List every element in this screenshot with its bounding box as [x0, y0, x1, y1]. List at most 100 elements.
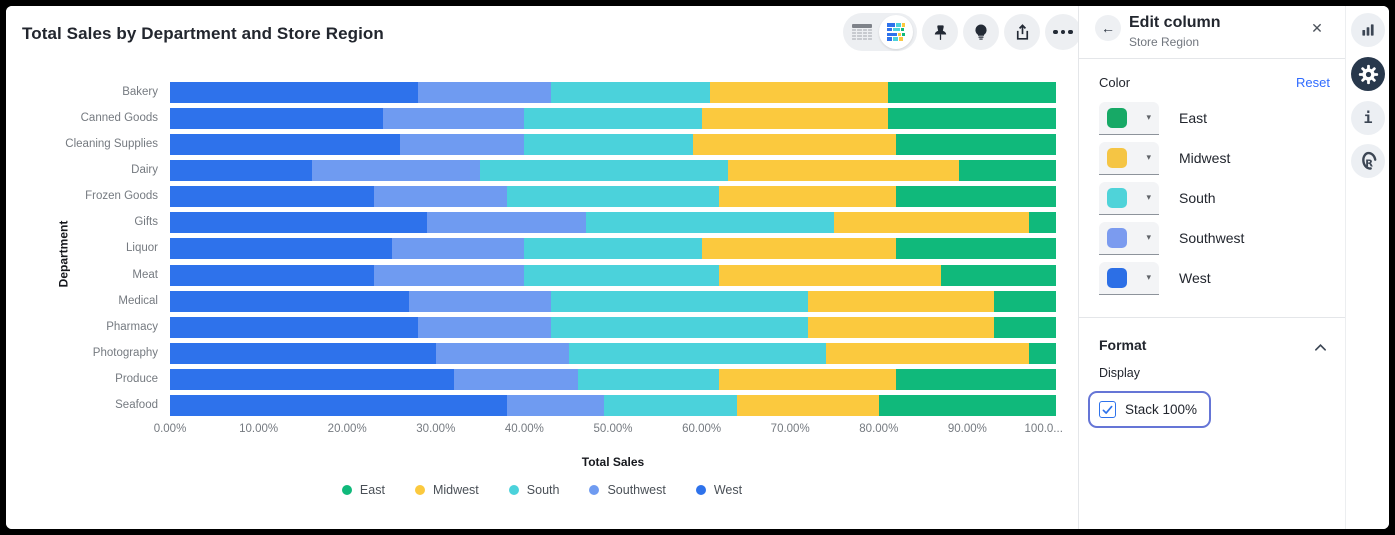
legend-item-east[interactable]: East	[341, 483, 385, 497]
bar-segment-midwest[interactable]	[719, 186, 897, 208]
settings-rail-button[interactable]	[1351, 57, 1385, 91]
bar-segment-south[interactable]	[586, 212, 835, 234]
bar-segment-southwest[interactable]	[426, 212, 587, 234]
color-swatch-dropdown-west[interactable]: ▾	[1099, 261, 1159, 295]
bar-segment-south[interactable]	[550, 316, 808, 338]
table-view-toggle[interactable]	[845, 15, 879, 49]
bar-segment-south[interactable]	[550, 290, 808, 312]
bar-segment-west[interactable]	[170, 342, 436, 364]
share-button[interactable]	[1004, 14, 1040, 50]
bar-segment-west[interactable]	[170, 134, 401, 156]
back-button[interactable]: ←	[1095, 15, 1121, 41]
r-rail-button[interactable]: R	[1351, 144, 1385, 178]
display-label: Display	[1099, 366, 1140, 380]
info-rail-button[interactable]: i	[1351, 101, 1385, 135]
chevron-down-icon: ▾	[1146, 192, 1151, 202]
bar-segment-southwest[interactable]	[373, 186, 507, 208]
arrow-left-icon: ←	[1101, 20, 1115, 36]
bar-segment-southwest[interactable]	[418, 82, 551, 103]
bar-segment-midwest[interactable]	[719, 264, 941, 286]
bar-segment-east[interactable]	[958, 160, 1056, 182]
bar-segment-southwest[interactable]	[391, 238, 525, 260]
reset-colors-link[interactable]: Reset	[1296, 75, 1330, 90]
bar-segment-east[interactable]	[878, 394, 1056, 416]
y-axis-label: Gifts	[134, 216, 158, 229]
bar-segment-southwest[interactable]	[409, 290, 551, 312]
legend-item-west[interactable]: West	[695, 483, 742, 497]
bar-segment-east[interactable]	[896, 368, 1056, 390]
bar-segment-east[interactable]	[993, 290, 1056, 312]
bar-segment-southwest[interactable]	[373, 264, 525, 286]
bar-segment-south[interactable]	[577, 368, 720, 390]
bar-segment-south[interactable]	[524, 108, 702, 130]
color-swatch-dropdown-midwest[interactable]: ▾	[1099, 141, 1159, 175]
bar-segment-south[interactable]	[568, 342, 826, 364]
bar-segment-midwest[interactable]	[825, 342, 1030, 364]
bar-segment-east[interactable]	[1029, 342, 1056, 364]
bar-segment-west[interactable]	[170, 186, 374, 208]
legend-item-southwest[interactable]: Southwest	[589, 483, 666, 497]
bar-segment-midwest[interactable]	[728, 160, 959, 182]
info-icon: i	[1363, 109, 1373, 127]
bar-segment-south[interactable]	[524, 264, 720, 286]
bar-segment-southwest[interactable]	[506, 394, 605, 416]
bar-segment-west[interactable]	[170, 238, 392, 260]
color-row-south: ▾ South	[1099, 178, 1326, 218]
bar-segment-east[interactable]	[940, 264, 1056, 286]
bar-segment-west[interactable]	[170, 82, 419, 103]
bar-segment-midwest[interactable]	[737, 394, 879, 416]
bar-segment-midwest[interactable]	[807, 290, 994, 312]
bar-row-produce	[170, 368, 1056, 390]
bar-segment-west[interactable]	[170, 394, 507, 416]
bar-segment-midwest[interactable]	[834, 212, 1030, 234]
color-swatch-dropdown-south[interactable]: ▾	[1099, 181, 1159, 215]
bar-segment-east[interactable]	[896, 134, 1056, 156]
bar-segment-southwest[interactable]	[382, 108, 525, 130]
bar-segment-west[interactable]	[170, 316, 419, 338]
bar-segment-south[interactable]	[506, 186, 720, 208]
bar-segment-south[interactable]	[524, 134, 693, 156]
lightbulb-button[interactable]	[963, 14, 999, 50]
legend-dot	[589, 485, 600, 495]
bar-segment-south[interactable]	[524, 238, 702, 260]
bar-segment-east[interactable]	[1029, 212, 1056, 234]
bar-segment-west[interactable]	[170, 108, 383, 130]
bar-segment-east[interactable]	[887, 108, 1056, 130]
bar-segment-south[interactable]	[550, 82, 711, 103]
color-swatch-dropdown-east[interactable]: ▾	[1099, 101, 1159, 135]
bar-segment-west[interactable]	[170, 290, 410, 312]
bar-segment-east[interactable]	[896, 186, 1056, 208]
bar-segment-south[interactable]	[480, 160, 729, 182]
color-swatch-dropdown-southwest[interactable]: ▾	[1099, 221, 1159, 255]
pin-button[interactable]	[922, 14, 958, 50]
bar-segment-south[interactable]	[604, 394, 738, 416]
bar-segment-midwest[interactable]	[692, 134, 897, 156]
close-button[interactable]: ✕	[1306, 17, 1328, 39]
bar-segment-midwest[interactable]	[701, 108, 888, 130]
bar-row-seafood	[170, 394, 1056, 416]
bar-segment-midwest[interactable]	[719, 368, 897, 390]
bar-segment-west[interactable]	[170, 264, 374, 286]
bar-segment-southwest[interactable]	[453, 368, 578, 390]
y-axis-label: Cleaning Supplies	[65, 138, 158, 151]
bar-segment-midwest[interactable]	[710, 82, 888, 103]
collapse-format-button[interactable]	[1314, 339, 1327, 357]
bar-segment-east[interactable]	[887, 82, 1056, 103]
bar-segment-east[interactable]	[993, 316, 1056, 338]
bar-segment-southwest[interactable]	[311, 160, 481, 182]
bar-segment-west[interactable]	[170, 160, 312, 182]
bar-segment-west[interactable]	[170, 212, 427, 234]
bar-segment-west[interactable]	[170, 368, 454, 390]
more-options-button[interactable]	[1045, 14, 1081, 50]
legend-item-midwest[interactable]: Midwest	[414, 483, 479, 497]
bar-segment-midwest[interactable]	[807, 316, 994, 338]
stack-100-checkbox[interactable]	[1099, 401, 1116, 418]
bar-segment-southwest[interactable]	[418, 316, 551, 338]
chart-rail-button[interactable]	[1351, 13, 1385, 47]
bar-segment-east[interactable]	[896, 238, 1056, 260]
bar-segment-southwest[interactable]	[400, 134, 525, 156]
chart-view-toggle[interactable]	[879, 15, 913, 49]
bar-segment-southwest[interactable]	[435, 342, 569, 364]
bar-segment-midwest[interactable]	[701, 238, 897, 260]
legend-item-south[interactable]: South	[508, 483, 559, 497]
